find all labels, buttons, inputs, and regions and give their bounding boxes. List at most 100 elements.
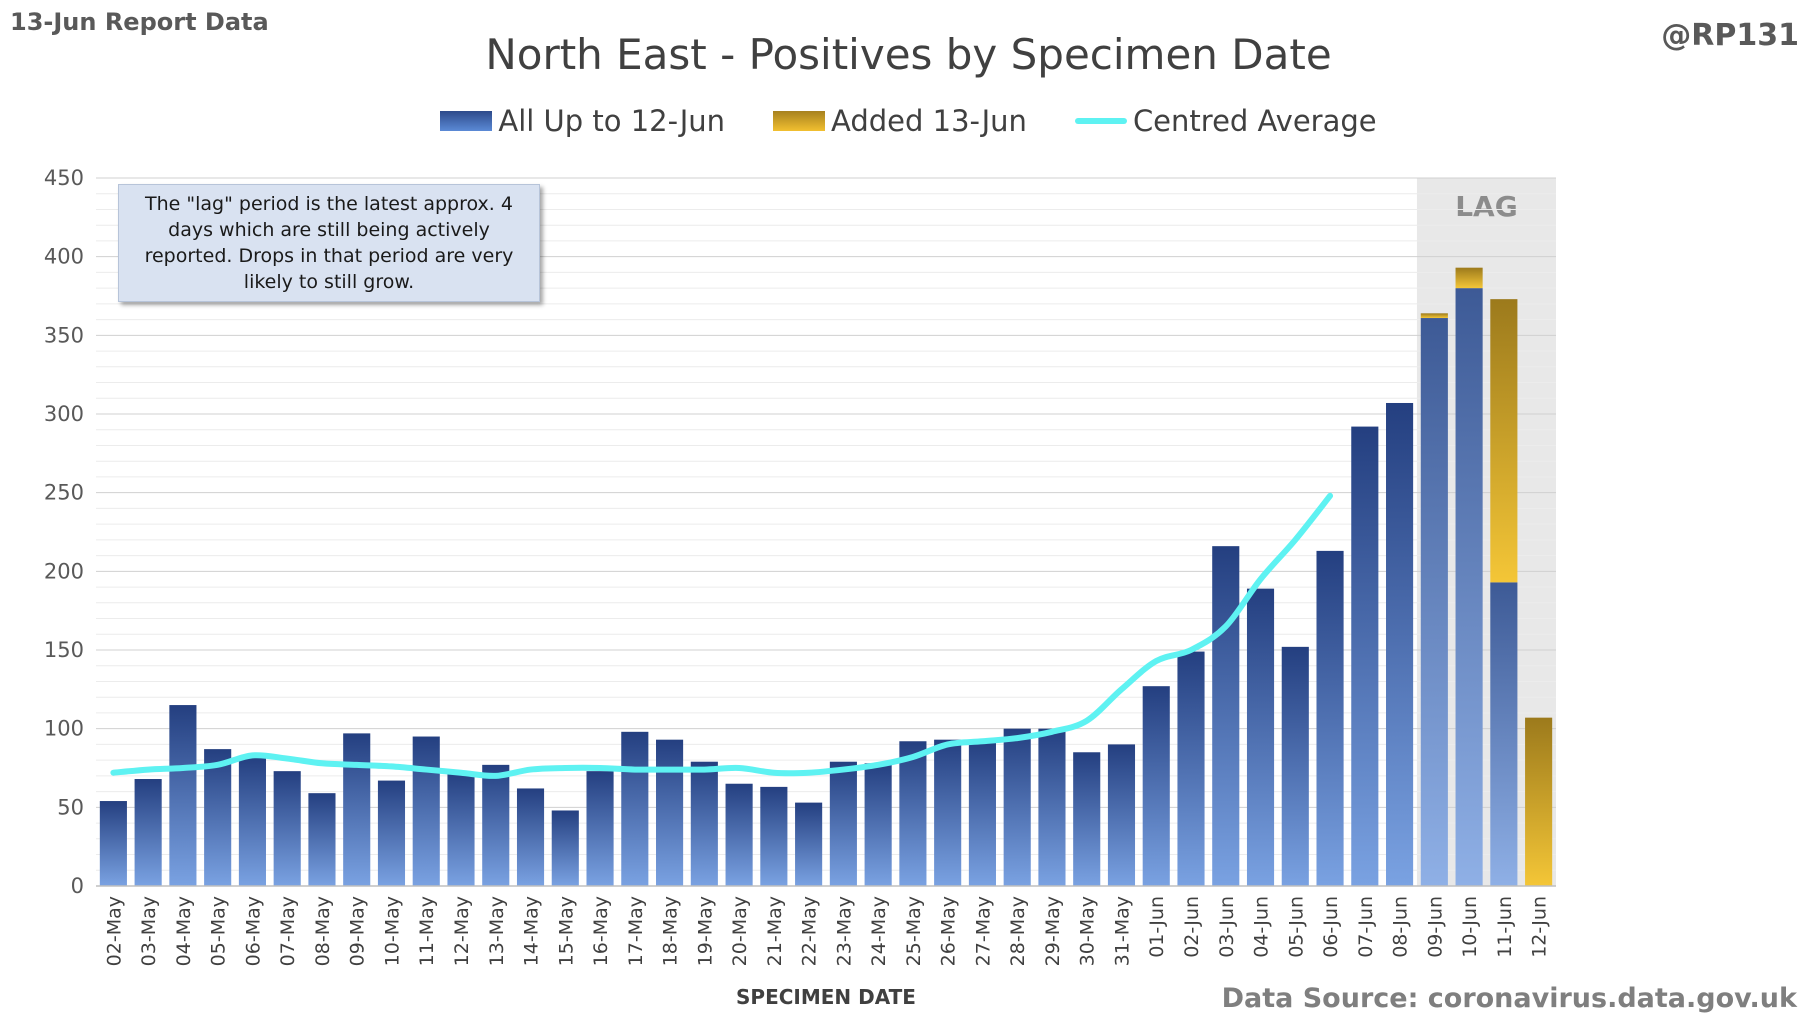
bar-base [690, 761, 718, 886]
bar-base [899, 741, 927, 886]
x-tick-label: 23-May [833, 896, 855, 966]
bar-base [1177, 651, 1205, 886]
x-tick-label: 10-Jun [1459, 896, 1481, 958]
bar-base [1212, 546, 1240, 886]
bar-base [864, 763, 892, 886]
bar-base [99, 801, 127, 886]
bar-base [760, 786, 788, 886]
x-tick-label: 15-May [555, 896, 577, 966]
legend-item-base: All Up to 12-Jun [440, 104, 725, 138]
x-axis-title: SPECIMEN DATE [736, 985, 916, 1009]
bar-added [1525, 717, 1553, 886]
x-tick-label: 09-May [347, 896, 369, 966]
bar-base [621, 731, 649, 886]
x-tick-label: 02-Jun [1181, 896, 1203, 958]
y-tick-label: 150 [44, 638, 84, 662]
bar-base [1351, 426, 1379, 886]
bar-added [1490, 299, 1518, 583]
lag-label: LAG [1455, 190, 1518, 223]
average-line [110, 492, 1334, 779]
lag-note: The "lag" period is the latest approx. 4… [118, 184, 540, 302]
x-tick-label: 14-May [521, 896, 543, 966]
bar-base [586, 771, 614, 886]
report-date-label: 13-Jun Report Data [10, 8, 269, 36]
bar-base [1281, 646, 1309, 886]
bar-base [447, 772, 475, 886]
legend-swatch-base [440, 111, 493, 131]
x-tick-label: 17-May [625, 896, 647, 966]
author-handle: @RP131 [1661, 18, 1799, 53]
bar-base [516, 788, 545, 886]
x-tick-label: 19-May [694, 896, 716, 966]
x-tick-label: 08-May [312, 896, 334, 966]
legend-label-base: All Up to 12-Jun [498, 104, 726, 138]
bar-base [169, 705, 197, 886]
x-tick-label: 01-Jun [1146, 896, 1168, 958]
bar-base [1107, 744, 1136, 886]
bar-base [968, 741, 996, 886]
x-tick-label: 30-May [1077, 896, 1099, 966]
x-tick-label: 20-May [729, 896, 751, 966]
x-tick-label: 12-May [451, 896, 473, 966]
legend: All Up to 12-Jun Added 13-Jun Centred Av… [0, 104, 1817, 138]
bar-base [238, 756, 266, 886]
x-tick-label: 07-May [277, 896, 299, 966]
x-tick-label: 10-May [381, 896, 403, 966]
x-tick-label: 18-May [660, 896, 682, 966]
legend-item-average: Centred Average [1074, 104, 1377, 138]
x-tick-label: 06-May [242, 896, 264, 966]
y-tick-label: 400 [44, 245, 84, 269]
x-tick-label: 28-May [1007, 896, 1029, 966]
bar-added [1455, 267, 1483, 289]
data-source: Data Source: coronavirus.data.gov.uk [1221, 983, 1797, 1014]
x-tick-label: 04-Jun [1251, 896, 1273, 958]
x-tick-label: 22-May [799, 896, 821, 966]
x-tick-label: 09-Jun [1424, 896, 1446, 958]
bar-base [1246, 588, 1275, 886]
x-tick-label: 05-May [208, 896, 230, 966]
bar-base [829, 761, 857, 886]
x-tick-label: 08-Jun [1390, 896, 1412, 958]
bar-base [795, 802, 823, 886]
bar-base [273, 771, 301, 886]
x-tick-label: 11-May [416, 896, 438, 966]
y-tick-label: 350 [44, 323, 84, 347]
x-tick-label: 06-Jun [1320, 896, 1342, 958]
bar-base [1316, 550, 1344, 886]
bar-base [551, 810, 579, 886]
bar-base [1386, 402, 1414, 886]
bar-base [1073, 752, 1101, 886]
bar-base [308, 793, 336, 886]
x-tick-label: 13-May [486, 896, 508, 966]
bar-base [1420, 318, 1448, 886]
x-tick-label: 03-May [138, 896, 160, 966]
y-tick-label: 0 [71, 874, 84, 898]
y-tick-label: 450 [44, 166, 84, 190]
chart-title: North East - Positives by Specimen Date [485, 30, 1332, 79]
bar-base [482, 764, 510, 886]
x-tick-label: 26-May [938, 896, 960, 966]
bar-base [1455, 288, 1483, 887]
x-tick-label: 21-May [764, 896, 786, 966]
bar-base [1490, 582, 1518, 886]
x-tick-label: 25-May [903, 896, 925, 966]
x-tick-label: 29-May [1042, 896, 1064, 966]
x-tick-label: 24-May [868, 896, 890, 966]
x-tick-label: 04-May [173, 896, 195, 966]
x-tick-label: 05-Jun [1285, 896, 1307, 958]
bar-base [343, 733, 371, 886]
y-tick-label: 100 [44, 717, 84, 741]
x-tick-label: 27-May [972, 896, 994, 966]
legend-item-added: Added 13-Jun [773, 104, 1027, 138]
x-tick-label: 16-May [590, 896, 612, 966]
bar-base [134, 779, 162, 886]
bar-base [656, 739, 684, 886]
x-tick-label: 03-Jun [1216, 896, 1238, 958]
legend-swatch-average [1074, 118, 1127, 124]
x-tick-label: 11-Jun [1494, 896, 1516, 958]
y-tick-label: 250 [44, 481, 84, 505]
bar-base [1142, 686, 1170, 886]
x-tick-label: 31-May [1111, 896, 1133, 966]
bar-base [1003, 728, 1031, 886]
